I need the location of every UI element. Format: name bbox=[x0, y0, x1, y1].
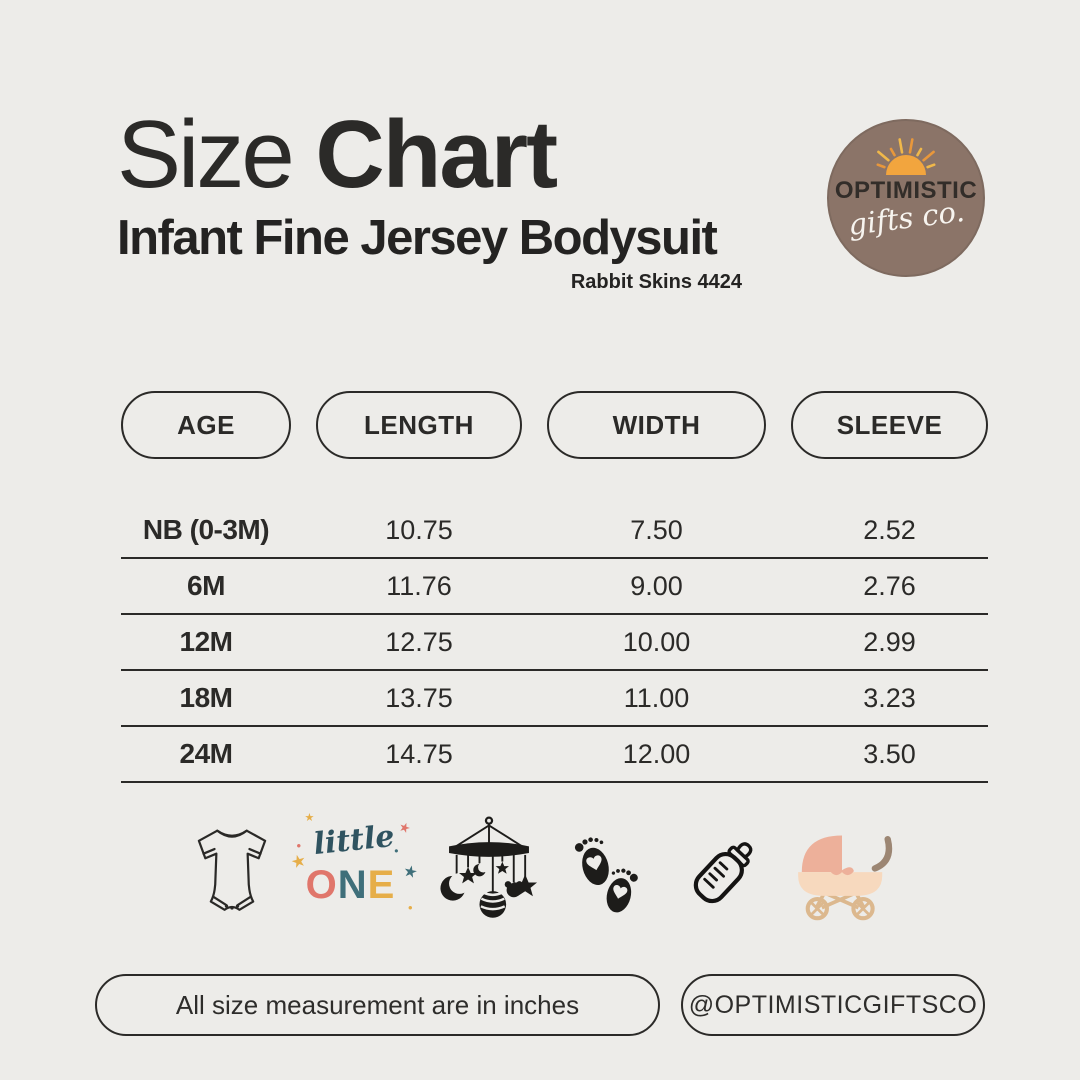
table-row: 24M 14.75 12.00 3.50 bbox=[121, 727, 988, 783]
width-cell: 12.00 bbox=[622, 738, 691, 769]
width-cell: 7.50 bbox=[630, 514, 683, 545]
table-row: 18M 13.75 11.00 3.23 bbox=[121, 671, 988, 727]
one-text: ONE bbox=[295, 863, 407, 907]
baby-stroller-icon bbox=[797, 835, 892, 921]
length-cell: 10.75 bbox=[385, 514, 453, 545]
one-letter: E bbox=[367, 863, 396, 907]
little-text: little bbox=[311, 818, 396, 863]
sleeve-cell: 3.50 bbox=[863, 738, 916, 769]
baby-icons-strip: ★ ★ ★ ★ • • • little ONE bbox=[0, 813, 1080, 932]
age-cell: 24M bbox=[179, 738, 233, 769]
dot-decoration: • bbox=[296, 838, 302, 853]
brand-logo: OPTIMISTIC gifts co. bbox=[827, 119, 985, 277]
title-light: Size bbox=[117, 101, 295, 208]
sun-icon bbox=[876, 138, 936, 175]
dot-decoration: • bbox=[407, 900, 413, 915]
one-letter: N bbox=[337, 863, 368, 907]
sleeve-cell: 2.52 bbox=[863, 514, 916, 545]
age-cell: 12M bbox=[179, 626, 233, 657]
size-table: NB (0-3M) 10.75 7.50 2.52 6M 11.76 9.00 … bbox=[121, 503, 988, 783]
column-header-age: AGE bbox=[121, 391, 291, 459]
length-cell: 12.75 bbox=[385, 626, 453, 657]
title-bold: Chart bbox=[315, 101, 558, 208]
dot-decoration: • bbox=[394, 844, 399, 858]
column-header-width: WIDTH bbox=[547, 391, 766, 459]
baby-mobile-icon bbox=[439, 816, 537, 918]
length-cell: 14.75 bbox=[385, 738, 453, 769]
length-cell: 13.75 bbox=[385, 682, 453, 713]
title-block: Size Chart Infant Fine Jersey Bodysuit R… bbox=[117, 106, 742, 294]
measurement-note-pill: All size measurement are in inches bbox=[95, 974, 660, 1036]
star-decoration: ★ bbox=[304, 812, 315, 824]
column-header-length: LENGTH bbox=[316, 391, 522, 459]
sleeve-cell: 2.76 bbox=[863, 570, 916, 601]
table-header-row: AGE LENGTH WIDTH SLEEVE bbox=[121, 391, 988, 459]
little-one-graphic: ★ ★ ★ ★ • • • little ONE bbox=[288, 813, 419, 929]
age-cell: 6M bbox=[187, 570, 225, 601]
width-cell: 10.00 bbox=[622, 626, 691, 657]
social-handle-pill: @OPTIMISTICGIFTSCO bbox=[681, 974, 985, 1036]
age-cell: NB (0-3M) bbox=[142, 514, 270, 545]
baby-bottle-icon bbox=[693, 842, 752, 904]
length-cell: 11.76 bbox=[386, 570, 452, 601]
one-letter: O bbox=[305, 863, 338, 907]
measurement-note-text: All size measurement are in inches bbox=[175, 989, 580, 1020]
social-handle-text: @OPTIMISTICGIFTSCO bbox=[688, 990, 978, 1019]
age-cell: 18M bbox=[179, 682, 233, 713]
width-cell: 11.00 bbox=[623, 682, 690, 713]
sleeve-cell: 2.99 bbox=[863, 626, 916, 657]
page-title: Size Chart bbox=[117, 106, 742, 204]
column-header-sleeve: SLEEVE bbox=[791, 391, 988, 459]
table-row: 6M 11.76 9.00 2.76 bbox=[121, 559, 988, 615]
table-row: 12M 12.75 10.00 2.99 bbox=[121, 615, 988, 671]
sleeve-cell: 3.23 bbox=[863, 682, 916, 713]
product-style-number: Rabbit Skins 4424 bbox=[570, 270, 742, 293]
width-cell: 9.00 bbox=[630, 570, 683, 601]
table-row: NB (0-3M) 10.75 7.50 2.52 bbox=[121, 503, 988, 559]
product-subtitle: Infant Fine Jersey Bodysuit bbox=[117, 210, 718, 265]
baby-footprints-icon bbox=[574, 837, 638, 913]
baby-bodysuit-icon bbox=[197, 829, 266, 911]
logo-brand-name: OPTIMISTIC bbox=[834, 177, 978, 204]
